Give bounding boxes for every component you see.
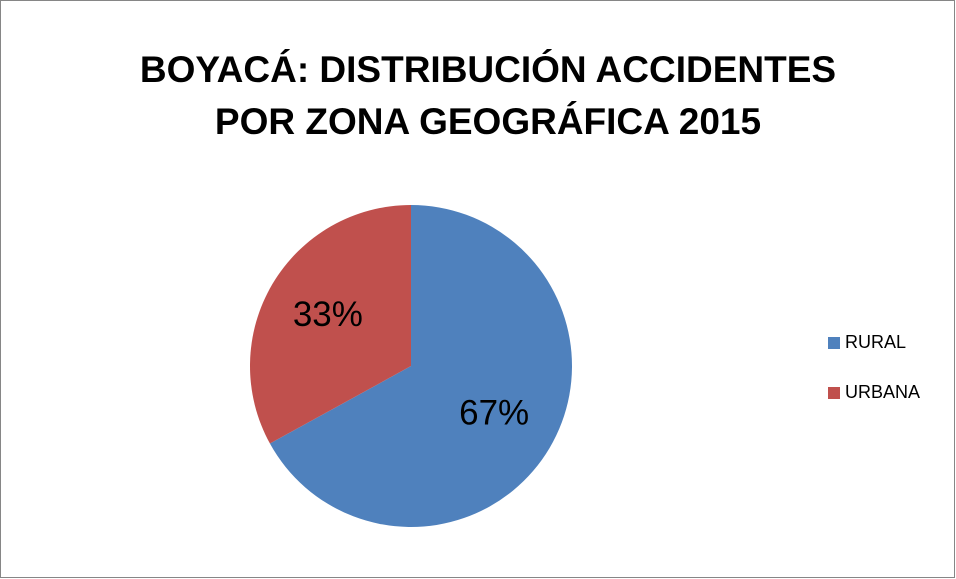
pie-slice bbox=[269, 205, 572, 527]
legend-swatch bbox=[828, 337, 840, 349]
pie-slice bbox=[249, 205, 411, 444]
legend-label: RURAL bbox=[845, 332, 906, 352]
chart-title: POR ZONA GEOGRÁFICA 2015 bbox=[215, 101, 761, 142]
slice-label: 67% bbox=[459, 393, 529, 432]
legend-swatch bbox=[828, 387, 840, 399]
chart-title: BOYACÁ: DISTRIBUCIÓN ACCIDENTES bbox=[140, 48, 836, 90]
legend-label: URBANA bbox=[845, 382, 920, 402]
slice-label: 33% bbox=[293, 295, 363, 334]
